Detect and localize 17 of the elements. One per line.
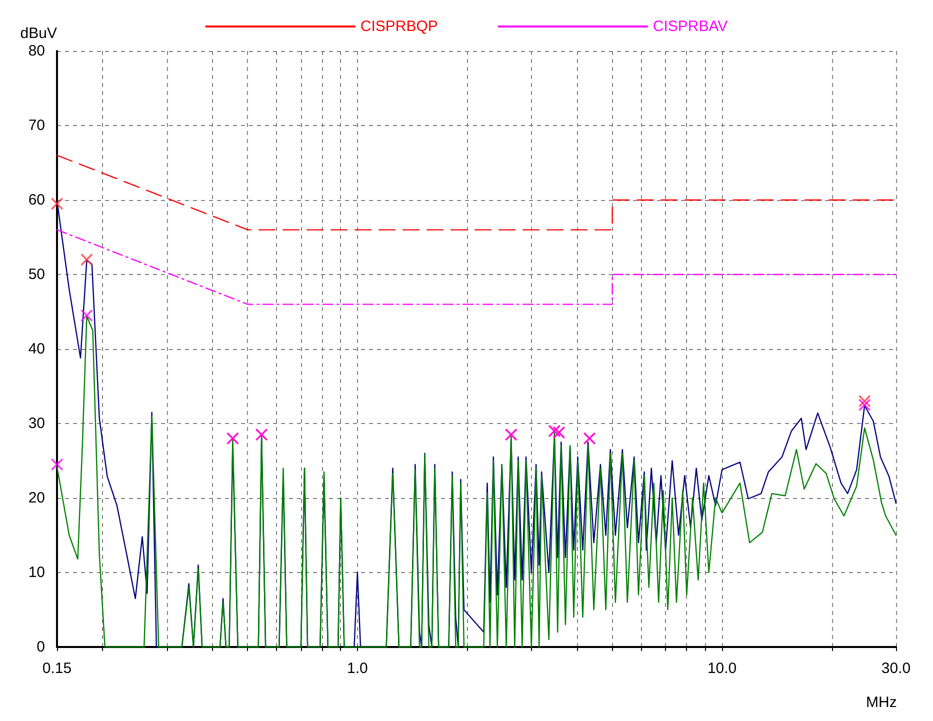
- y-tick-label: 80: [28, 42, 45, 60]
- x-tick-label: 10.0: [707, 660, 737, 677]
- y-tick-label: 10: [28, 564, 45, 581]
- y-tick-label: 50: [28, 266, 45, 283]
- y-tick-label: 70: [28, 117, 45, 134]
- y-tick-label: 60: [28, 192, 45, 208]
- text: CISPRBAV: [652, 18, 728, 35]
- y-tick-label: 20: [28, 490, 45, 506]
- y-axis-title: dBuV: [20, 25, 57, 42]
- x-tick-label: 0.15: [42, 660, 72, 677]
- y-tick-label: 40: [28, 340, 45, 358]
- y-tick-label: 30: [28, 415, 45, 432]
- x-tick-label: 30.0: [881, 660, 911, 677]
- x-axis-title: MHz: [866, 694, 897, 711]
- x-tick-label: 1.0: [346, 660, 368, 677]
- text: CISPRBQP: [360, 18, 438, 35]
- y-tick-label: 0: [36, 638, 45, 656]
